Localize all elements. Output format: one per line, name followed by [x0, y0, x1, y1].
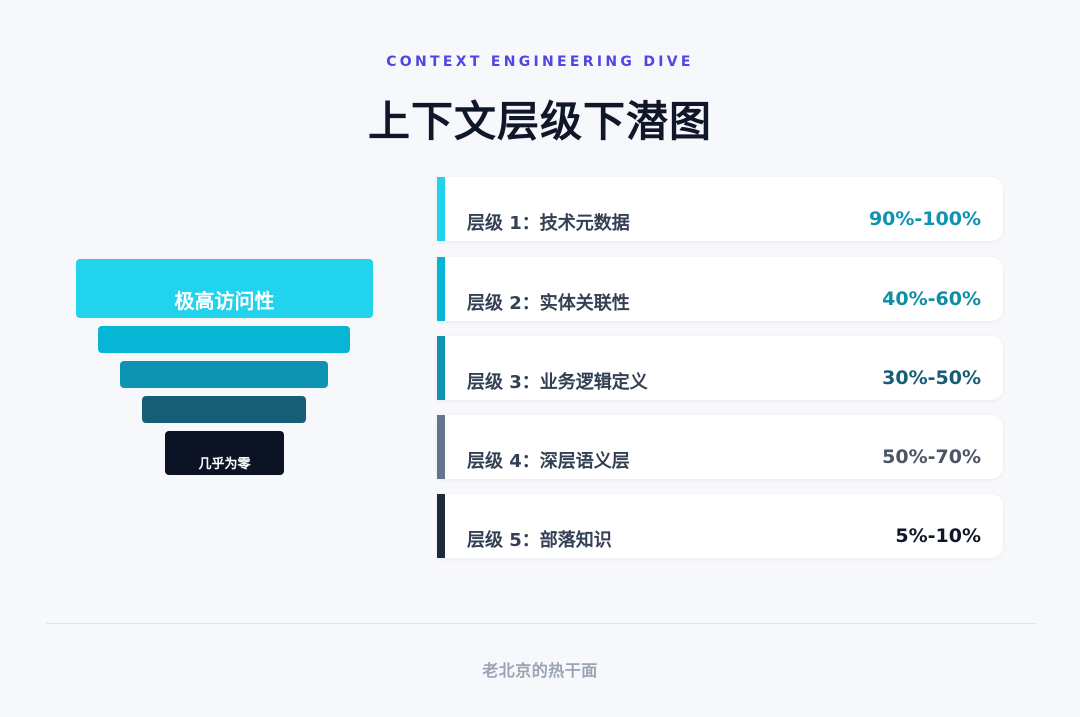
footer-credit: 老北京的热干面 [482, 661, 598, 680]
funnel-tier-2 [98, 326, 350, 353]
level-value: 90%-100% [868, 208, 981, 230]
level-card-2: 层级 2：实体关联性 40%-60% [437, 257, 1003, 321]
level-accent-bar [437, 336, 445, 400]
funnel-bottom-label: 几乎为零 [198, 456, 251, 472]
funnel-top-label: 极高访问性 [174, 288, 275, 313]
level-card-3: 层级 3：业务逻辑定义 30%-50% [437, 336, 1003, 400]
level-label: 层级 3：业务逻辑定义 [467, 372, 648, 393]
funnel-tier-3 [120, 361, 328, 388]
level-accent-bar [437, 177, 445, 241]
access-funnel: 极高访问性 几乎为零 [76, 259, 373, 477]
level-value: 40%-60% [882, 288, 981, 310]
level-accent-bar [437, 415, 445, 479]
level-label: 层级 1：技术元数据 [467, 213, 630, 234]
level-card-4: 层级 4：深层语义层 50%-70% [437, 415, 1003, 479]
level-value: 5%-10% [895, 525, 981, 547]
level-label: 层级 2：实体关联性 [467, 293, 630, 314]
funnel-tier-4 [142, 396, 306, 423]
page-title: 上下文层级下潜图 [367, 97, 712, 146]
level-value: 50%-70% [882, 446, 981, 468]
level-label: 层级 4：深层语义层 [467, 451, 630, 472]
funnel-tier-top: 极高访问性 [76, 259, 373, 318]
level-accent-bar [437, 494, 445, 558]
footer-divider [46, 623, 1036, 624]
level-accent-bar [437, 257, 445, 321]
eyebrow-label: CONTEXT ENGINEERING DIVE [386, 54, 694, 70]
level-value: 30%-50% [882, 367, 981, 389]
level-card-1: 层级 1：技术元数据 90%-100% [437, 177, 1003, 241]
funnel-tier-bottom: 几乎为零 [165, 431, 284, 475]
level-label: 层级 5：部落知识 [467, 530, 612, 551]
level-card-5: 层级 5：部落知识 5%-10% [437, 494, 1003, 558]
